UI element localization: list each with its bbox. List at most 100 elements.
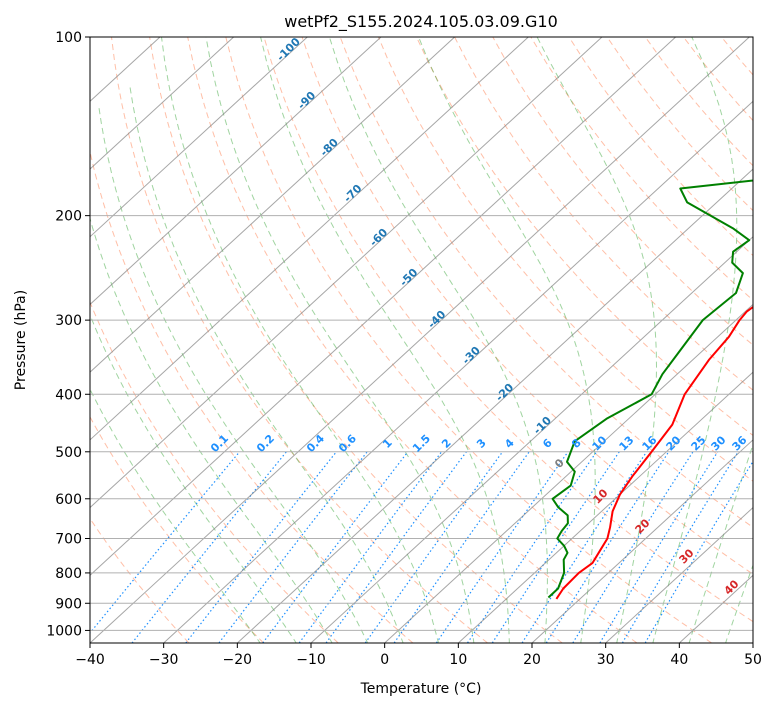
moist-adiabat-line	[205, 37, 475, 643]
moist-adiabat-line	[260, 37, 510, 643]
moist-adiabat-line	[328, 37, 548, 643]
mixing-ratio-label: 4	[502, 436, 517, 451]
moist-adiabat-label: 40	[722, 577, 742, 597]
isotherm-line	[90, 37, 234, 170]
dry-adiabat-line	[377, 37, 753, 482]
mixing-ratio-label: 25	[689, 434, 709, 454]
dry-adiabat-line	[225, 37, 712, 643]
x-tick-label: 10	[449, 652, 467, 668]
dry-adiabat-line	[111, 37, 488, 643]
temperature-profile-line	[555, 305, 753, 600]
moist-adiabat-line	[90, 388, 261, 643]
moist-adiabat-line	[688, 442, 753, 643]
mixing-ratio-line	[599, 451, 719, 643]
isotherm-label: -80	[318, 136, 341, 159]
mixing-ratio-line	[325, 451, 467, 643]
x-tick-label: −40	[75, 652, 105, 668]
mixing-ratio-line	[90, 451, 241, 634]
profile-lines	[547, 179, 753, 600]
mixing-ratio-label: 6	[540, 436, 555, 451]
moist-adiabat-line	[90, 313, 297, 643]
moist-adiabat-line	[90, 216, 333, 643]
isotherm-label: -40	[425, 308, 448, 331]
mixing-ratio-line	[466, 451, 598, 643]
isotherm-line	[90, 37, 750, 643]
x-axis-label: Temperature (°C)	[360, 681, 482, 697]
dewpoint-profile-line	[547, 179, 753, 599]
isotherm-line	[90, 37, 529, 441]
mixing-ratio-label: 36	[730, 433, 750, 453]
mixing-ratio-label: 3	[474, 436, 489, 451]
dry-adiabat-line	[721, 37, 753, 76]
mixing-ratio-label: 30	[709, 433, 729, 453]
moist-adiabat-line	[129, 83, 404, 643]
moist-adiabat-line	[161, 37, 440, 643]
isotherm-line	[605, 506, 753, 643]
mixing-ratio-line	[298, 451, 443, 643]
isotherm-line	[384, 303, 753, 643]
dry-adiabat-line	[90, 415, 264, 643]
y-tick-label: 600	[55, 492, 82, 508]
x-tick-label: 30	[597, 652, 615, 668]
x-tick-label: 0	[380, 652, 389, 668]
y-tick-label: 400	[55, 387, 82, 403]
mixing-ratio-label: 2	[439, 436, 454, 451]
moist-adiabat-label: 0	[552, 456, 567, 471]
mixing-ratio-line	[572, 451, 694, 643]
mixing-ratio-label: 1	[380, 436, 395, 451]
chart-title: wetPf2_S155.2024.105.03.09.G10	[284, 12, 558, 32]
x-tick-label: −30	[149, 652, 179, 668]
mixing-ratio-line	[262, 451, 409, 643]
dry-adiabat-line	[530, 37, 753, 301]
dry-adiabat-line	[760, 37, 775, 643]
mixing-ratio-line	[185, 451, 337, 643]
isotherm-line	[457, 371, 753, 643]
axes: −40 −30 −20 −10 0 10 20 30 40 5010020030040050060…	[46, 30, 762, 668]
dry-adiabat-line	[149, 37, 563, 643]
background-lines	[0, 37, 775, 643]
y-axis-label: Pressure (hPa)	[13, 290, 29, 390]
moist-adiabat-label: 30	[677, 546, 697, 566]
isotherm-line	[90, 37, 382, 306]
isotherm-line	[163, 100, 753, 643]
isotherm-label: -70	[341, 182, 364, 205]
y-tick-label: 100	[55, 30, 82, 46]
isotherm-label: -60	[367, 226, 390, 249]
mixing-ratio-line	[491, 451, 620, 643]
isotherm-line	[752, 642, 753, 643]
dry-adiabat-line	[644, 37, 753, 167]
y-tick-label: 1000	[46, 623, 82, 639]
mixing-ratio-line	[621, 451, 739, 643]
isotherm-line	[90, 37, 676, 576]
y-tick-label: 700	[55, 532, 82, 548]
isotherm-line	[90, 37, 308, 238]
x-tick-label: 50	[744, 652, 762, 668]
isotherm-label: -30	[460, 344, 483, 367]
dry-adiabat-line	[454, 37, 753, 391]
isotherm-line	[236, 168, 753, 643]
isotherm-line	[90, 37, 603, 509]
plot-frame	[89, 36, 754, 644]
dry-adiabat-line	[683, 37, 753, 122]
moist-adiabat-line	[536, 37, 658, 643]
mixing-ratio-line	[435, 451, 569, 643]
dry-adiabat-line	[416, 37, 753, 437]
y-tick-label: 500	[55, 445, 82, 461]
dry-adiabat-line	[339, 37, 753, 529]
x-tick-label: 20	[523, 652, 541, 668]
y-tick-label: 200	[55, 209, 82, 225]
isotherm-line	[531, 439, 753, 643]
mixing-ratio-line	[364, 451, 504, 643]
isotherm-label: -50	[397, 266, 420, 289]
mixing-ratio-line	[545, 451, 670, 643]
moist-adiabat-line	[418, 37, 596, 643]
isotherm-label: -20	[493, 381, 516, 404]
isotherm-line	[0, 37, 13, 643]
moist-adiabat-line	[725, 563, 753, 643]
mixing-ratio-line	[218, 451, 368, 643]
y-tick-label: 300	[55, 313, 82, 329]
dry-adiabat-line	[263, 37, 753, 623]
moist-adiabat-line	[652, 37, 738, 643]
